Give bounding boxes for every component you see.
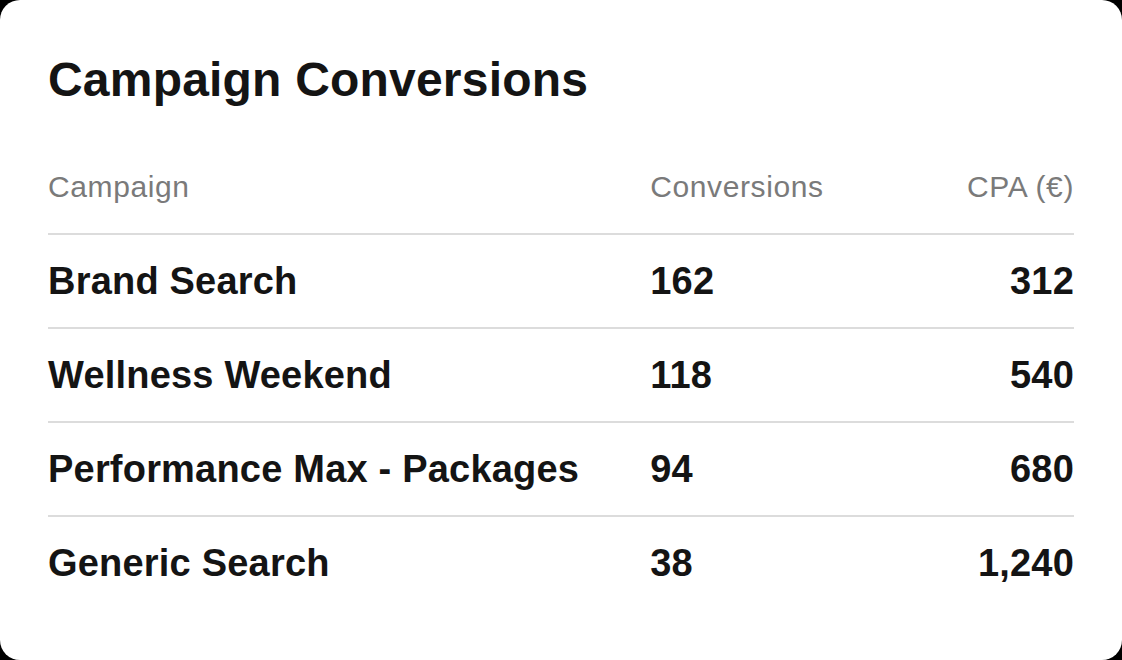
- column-header-conversions: Conversions: [650, 169, 880, 234]
- cell-campaign-name: Wellness Weekend: [48, 328, 650, 422]
- conversions-table: Campaign Conversions CPA (€) Brand Searc…: [48, 169, 1074, 609]
- column-header-cpa: CPA (€): [880, 169, 1074, 234]
- campaign-conversions-card: Campaign Conversions Campaign Conversion…: [0, 0, 1122, 660]
- cell-cpa: 312: [880, 234, 1074, 328]
- column-header-campaign: Campaign: [48, 169, 650, 234]
- card-title: Campaign Conversions: [48, 52, 1074, 107]
- table-row: Generic Search 38 1,240: [48, 516, 1074, 609]
- table-row: Performance Max - Packages 94 680: [48, 422, 1074, 516]
- table-row: Brand Search 162 312: [48, 234, 1074, 328]
- table-header-row: Campaign Conversions CPA (€): [48, 169, 1074, 234]
- cell-cpa: 1,240: [880, 516, 1074, 609]
- cell-cpa: 680: [880, 422, 1074, 516]
- cell-cpa: 540: [880, 328, 1074, 422]
- cell-conversions: 118: [650, 328, 880, 422]
- cell-campaign-name: Performance Max - Packages: [48, 422, 650, 516]
- cell-campaign-name: Generic Search: [48, 516, 650, 609]
- cell-conversions: 162: [650, 234, 880, 328]
- cell-campaign-name: Brand Search: [48, 234, 650, 328]
- cell-conversions: 94: [650, 422, 880, 516]
- cell-conversions: 38: [650, 516, 880, 609]
- table-row: Wellness Weekend 118 540: [48, 328, 1074, 422]
